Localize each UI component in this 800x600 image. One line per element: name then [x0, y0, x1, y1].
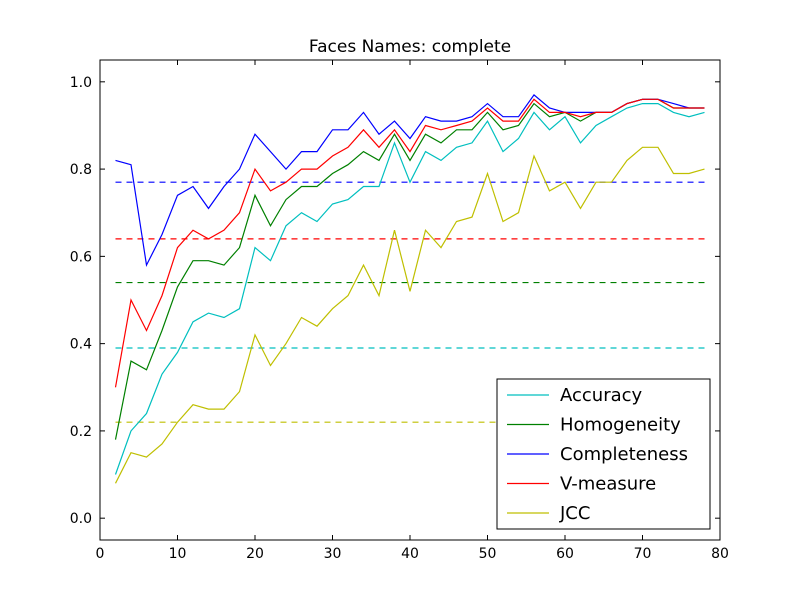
series-lines [114, 94, 705, 484]
axis-ticks: 0 10 20 30 40 50 60 70 80 0.0 0.2 0.4 0.6 0.8 1.0 [70, 60, 729, 562]
x-tick-label: 40 [401, 546, 419, 562]
series-line-accuracy [114, 102, 705, 475]
y-tick-label: 0.2 [70, 424, 92, 440]
x-tick-label: 30 [324, 546, 342, 562]
legend: Accuracy Homogeneity Completeness V-measure… [496, 378, 711, 530]
y-tick-label: 1.0 [70, 75, 92, 91]
chart-title: Faces Names: complete [309, 37, 511, 57]
x-tick-label: 50 [479, 546, 497, 562]
y-tick-label: 0.0 [70, 511, 92, 527]
y-tick-label: 0.8 [70, 162, 92, 178]
x-tick-label: 0 [96, 546, 105, 562]
y-tick-label: 0.4 [70, 337, 92, 353]
x-tick-label: 20 [246, 546, 264, 562]
y-tick-label: 0.6 [70, 249, 92, 265]
series-line-v-measure [114, 98, 705, 388]
legend-label-completeness: Completeness [560, 444, 688, 465]
series-line-jcc [114, 146, 705, 484]
legend-label-v-measure: V-measure [560, 474, 656, 495]
x-tick-label: 60 [556, 546, 574, 562]
legend-label-accuracy: Accuracy [560, 385, 643, 406]
x-tick-label: 70 [634, 546, 652, 562]
x-tick-label: 10 [169, 546, 187, 562]
legend-label-jcc: JCC [559, 503, 590, 524]
legend-label-homogeneity: Homogeneity [560, 415, 681, 436]
x-tick-label: 80 [711, 546, 729, 562]
